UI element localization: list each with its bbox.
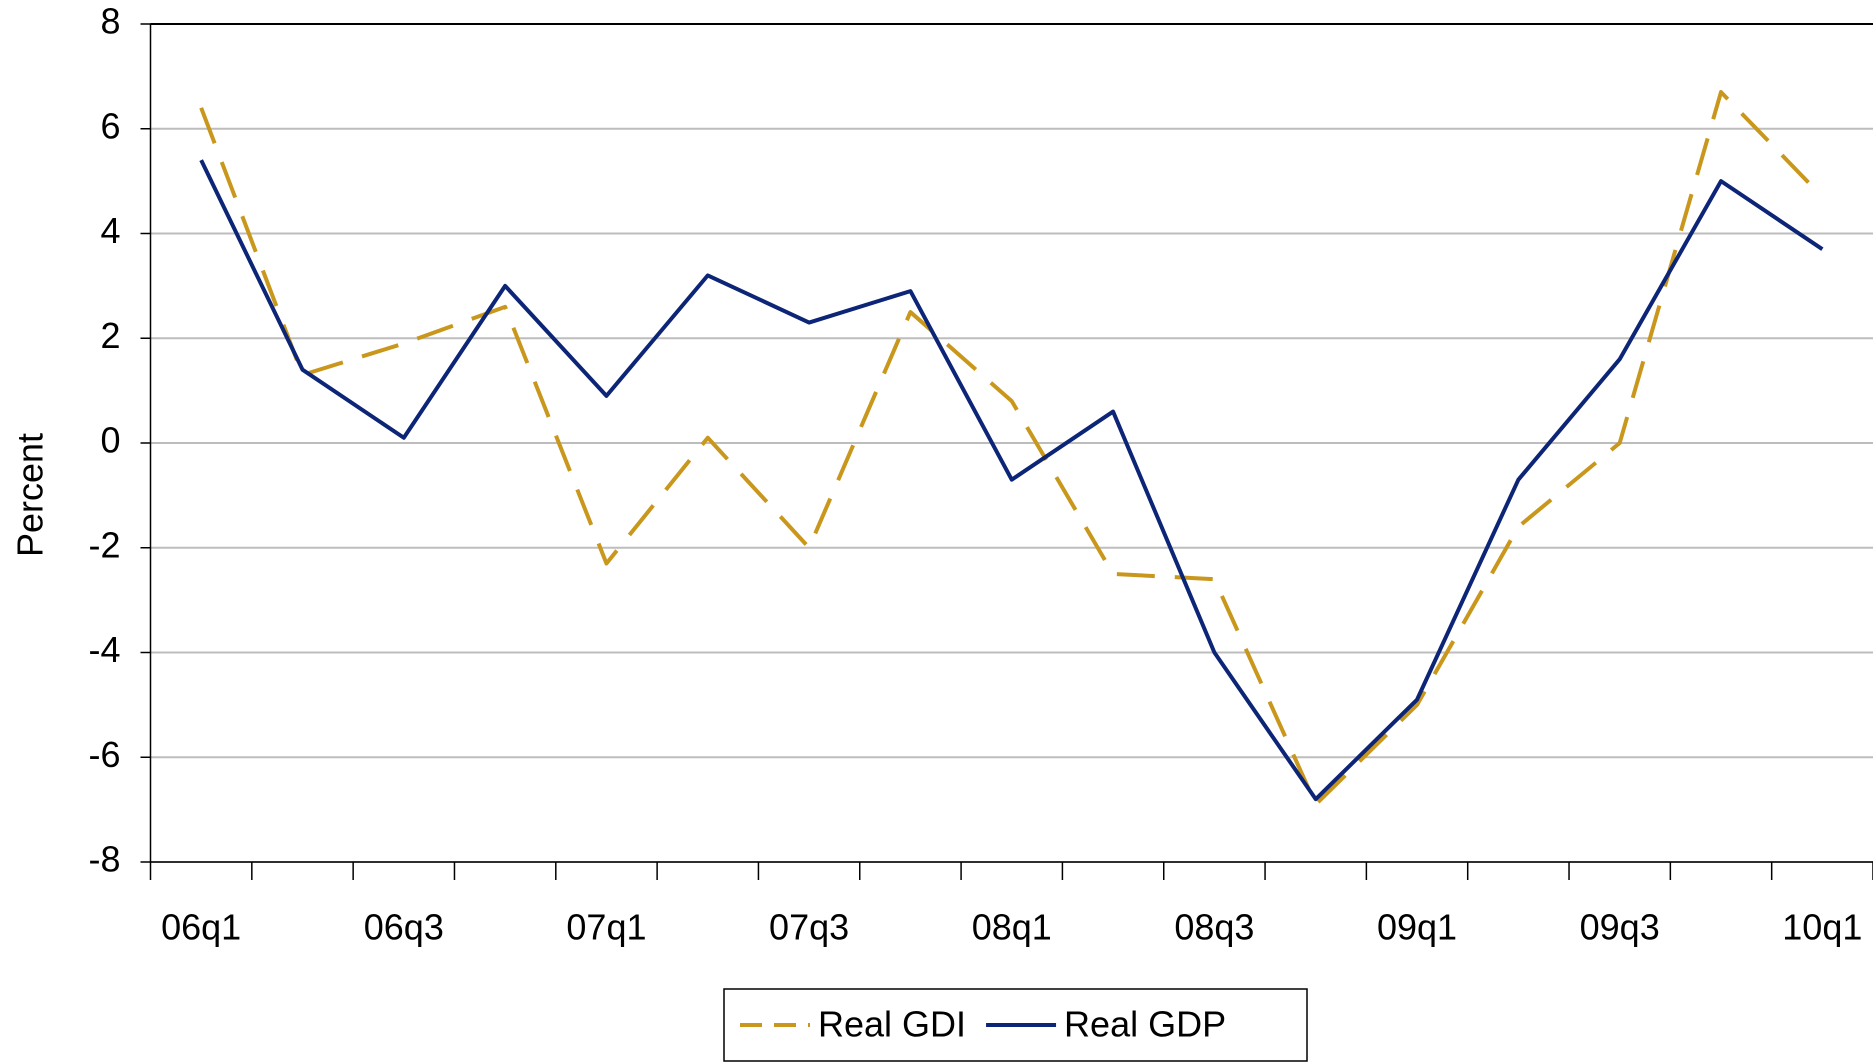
x-tick-label: 08q1 — [972, 907, 1052, 948]
y-tick-label: 8 — [100, 1, 120, 42]
y-tick-label: 2 — [100, 315, 120, 356]
y-tick-label: 6 — [100, 105, 120, 146]
y-tick-label: -8 — [88, 839, 120, 880]
x-tick-label: 09q1 — [1377, 907, 1457, 948]
x-tick-label: 09q3 — [1580, 907, 1660, 948]
y-tick-label: 0 — [100, 420, 120, 461]
y-tick-label: -2 — [88, 524, 120, 565]
legend-label: Real GDP — [1064, 1004, 1226, 1045]
x-tick-label: 07q1 — [566, 907, 646, 948]
y-axis-label: Percent — [10, 433, 51, 557]
x-tick-label: 06q1 — [161, 907, 241, 948]
series-line — [199, 90, 1824, 807]
y-tick-label: -4 — [88, 629, 120, 670]
legend-label: Real GDI — [818, 1004, 966, 1045]
x-tick-label: 07q3 — [769, 907, 849, 948]
x-tick-label: 06q3 — [364, 907, 444, 948]
series-line — [199, 159, 1824, 802]
x-tick-label: 08q3 — [1174, 907, 1254, 948]
y-tick-label: -6 — [88, 734, 120, 775]
x-tick-label: 10q1 — [1782, 907, 1862, 948]
y-tick-label: 4 — [100, 210, 120, 251]
